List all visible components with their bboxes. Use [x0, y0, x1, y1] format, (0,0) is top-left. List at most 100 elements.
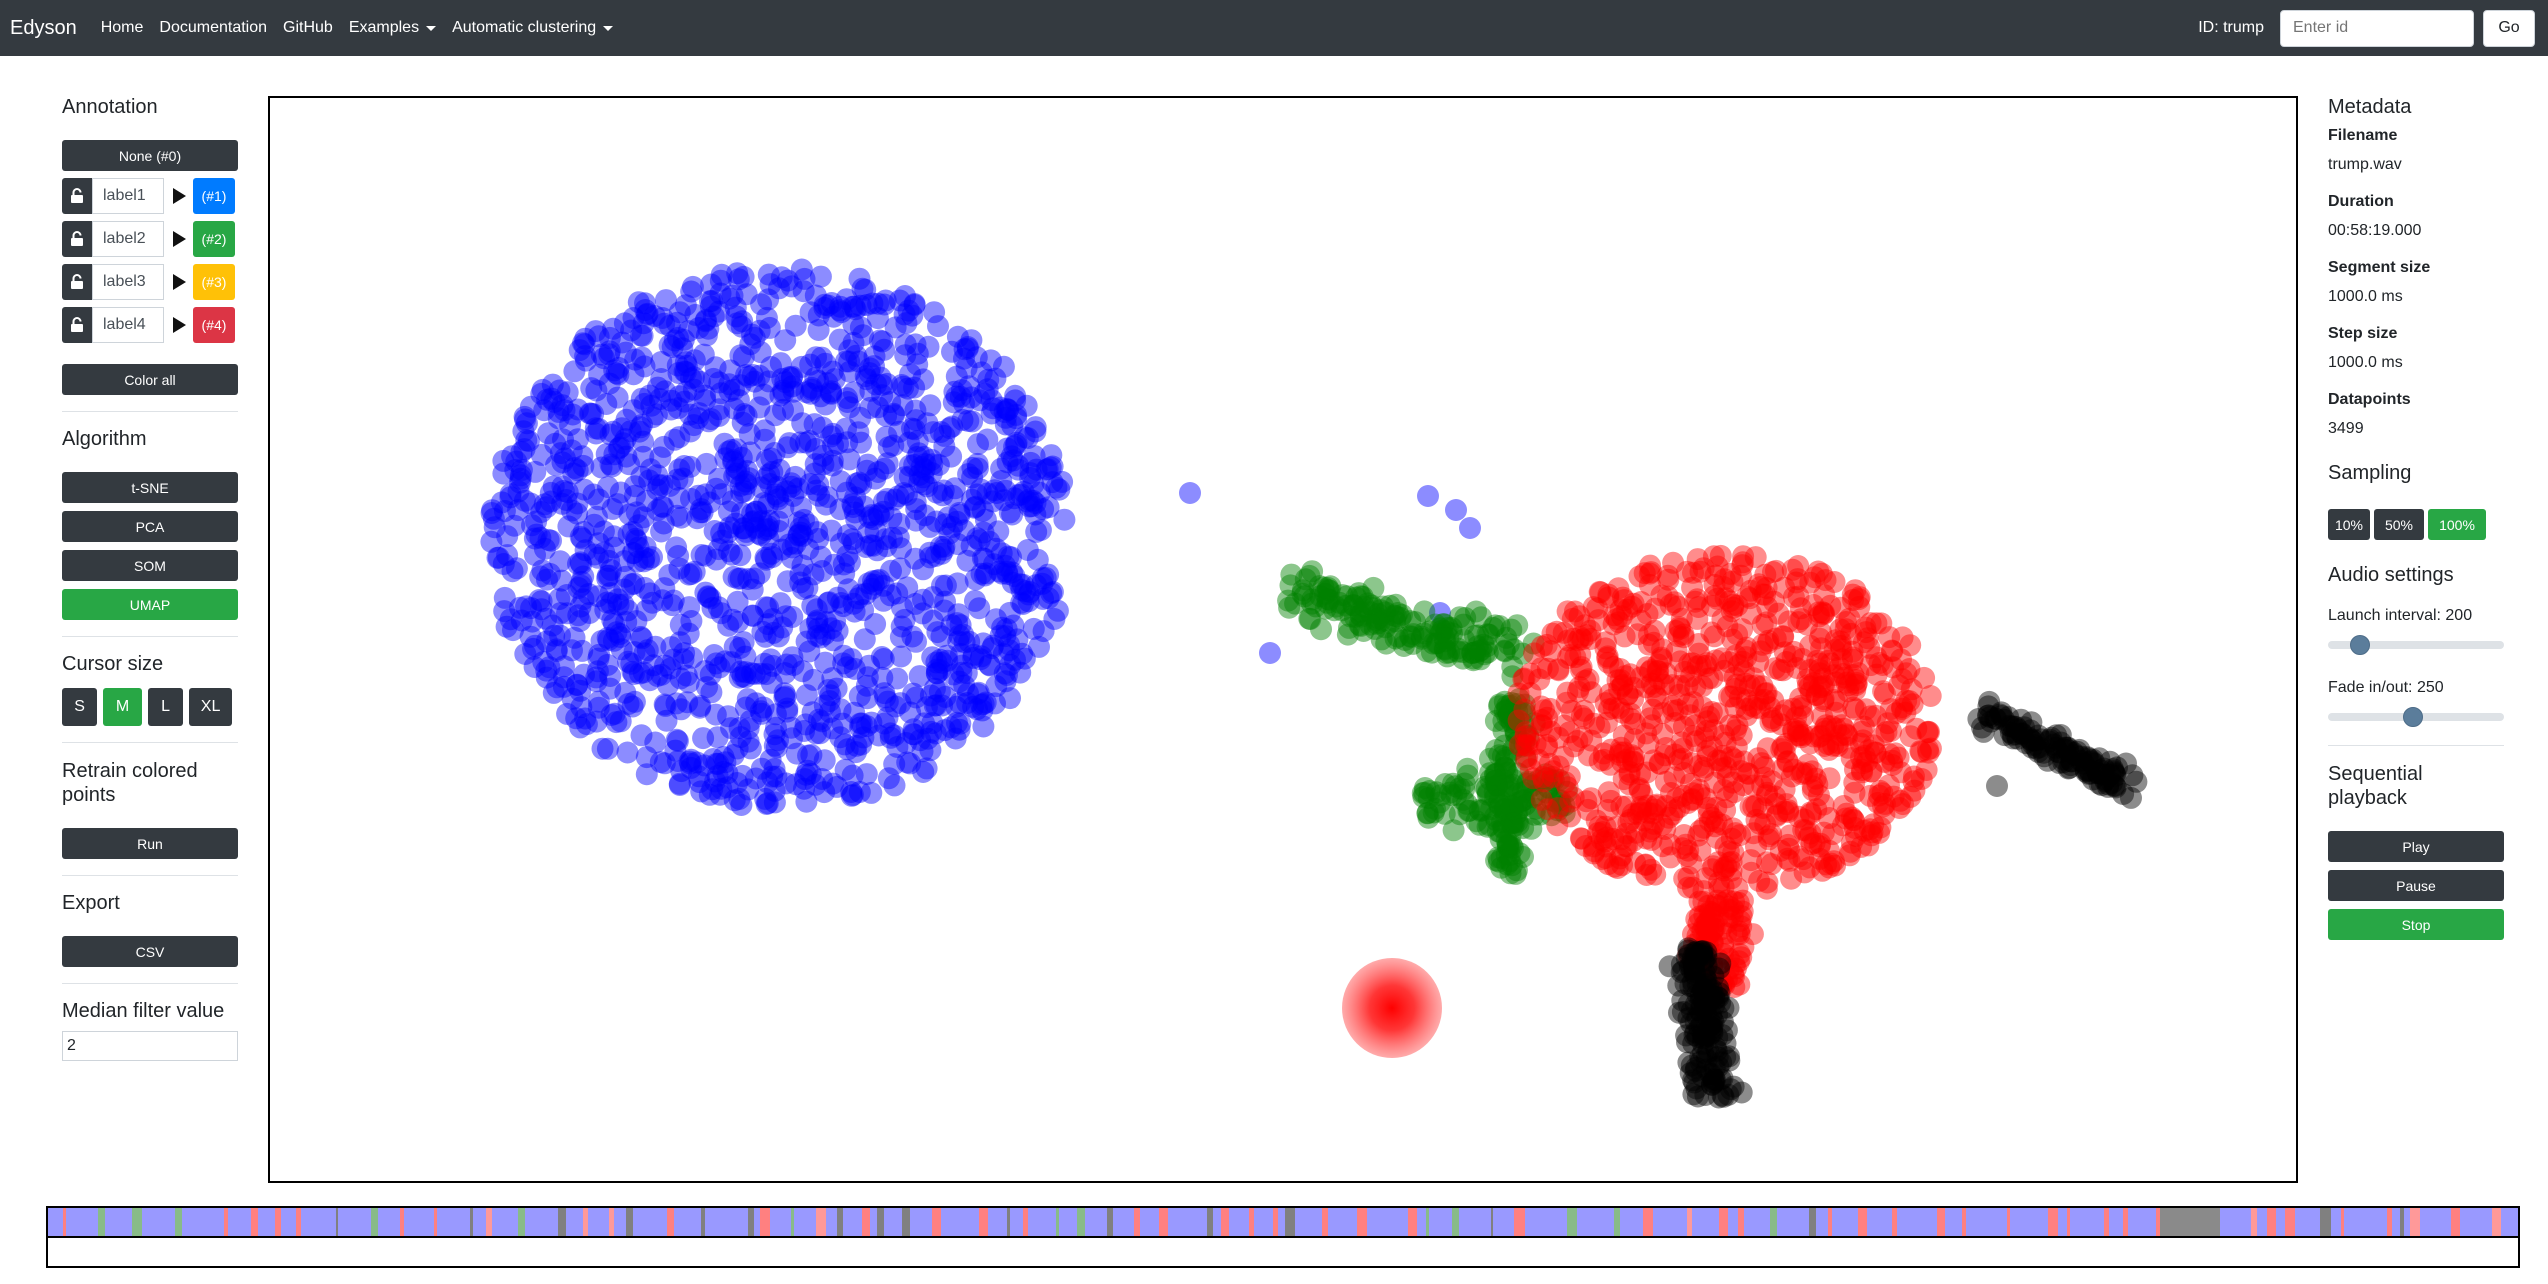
scatter-point: [2099, 750, 2121, 773]
pause-button[interactable]: Pause: [2328, 870, 2504, 901]
scatter-point: [1486, 820, 1509, 843]
scatter-point: [929, 659, 952, 682]
scatter-point: [1671, 989, 1694, 1012]
scatter-point: [668, 301, 691, 324]
label-4-button[interactable]: (#4): [193, 307, 235, 343]
unlock-button[interactable]: [62, 264, 92, 300]
cursor-size-l[interactable]: L: [148, 688, 184, 726]
scatter-plot[interactable]: [270, 98, 2296, 1181]
examples-dropdown[interactable]: Examples: [349, 19, 437, 37]
scatter-point: [1837, 674, 1860, 697]
scatter-point: [1667, 749, 1690, 772]
play-button[interactable]: Play: [2328, 831, 2504, 862]
scatter-point: [654, 654, 676, 677]
scatter-point: [490, 491, 513, 514]
nav-documentation[interactable]: Documentation: [159, 19, 268, 36]
play-label-icon[interactable]: [173, 188, 186, 204]
label-2-button[interactable]: (#2): [193, 221, 235, 257]
scatter-point: [978, 653, 1001, 676]
scatter-point: [556, 481, 579, 504]
fade-slider[interactable]: [2328, 707, 2504, 727]
unlock-button[interactable]: [62, 307, 92, 343]
scatter-point: [1314, 582, 1337, 605]
export-csv-button[interactable]: CSV: [62, 936, 238, 967]
cursor-size-s[interactable]: S: [62, 688, 98, 726]
fade-thumb[interactable]: [2402, 707, 2423, 727]
sampling-10-button[interactable]: 10%: [2328, 509, 2370, 540]
scatter-point: [635, 746, 658, 769]
cursor-size-xl[interactable]: XL: [189, 688, 232, 726]
sampling-50-button[interactable]: 50%: [2374, 509, 2424, 540]
scatter-point: [804, 367, 827, 390]
scatter-point: [697, 317, 720, 340]
scatter-point: [654, 380, 677, 403]
median-filter-input[interactable]: 2: [62, 1031, 238, 1061]
nav-github[interactable]: GitHub: [283, 19, 333, 36]
play-label-icon[interactable]: [173, 317, 186, 333]
scatter-point: [1343, 606, 1366, 628]
algorithm-som-button[interactable]: SOM: [62, 550, 238, 581]
scatter-point: [671, 467, 694, 490]
id-input[interactable]: [2280, 9, 2474, 47]
timeline-segment: [1452, 1208, 1459, 1236]
scatter-point: [1554, 771, 1577, 794]
scatter-point: [729, 344, 752, 367]
label-name-input[interactable]: label2: [92, 221, 164, 257]
algorithm-umap-button[interactable]: UMAP: [62, 589, 238, 620]
scatter-point: [676, 691, 699, 714]
scatter-point: [1503, 708, 1526, 731]
timeline-label-strip[interactable]: [48, 1208, 2518, 1238]
stop-button[interactable]: Stop: [2328, 909, 2504, 940]
scatter-canvas[interactable]: [268, 96, 2298, 1183]
scatter-point: [864, 613, 887, 635]
algorithm-pca-button[interactable]: PCA: [62, 511, 238, 542]
scatter-point: [832, 652, 855, 675]
label-name-input[interactable]: label4: [92, 307, 164, 343]
scatter-point: [1573, 707, 1596, 730]
scatter-point: [1690, 940, 1713, 963]
label-name-input[interactable]: label1: [92, 178, 164, 214]
scatter-point: [765, 716, 787, 739]
launch-interval-slider[interactable]: [2328, 635, 2504, 655]
label-name-input[interactable]: label3: [92, 264, 164, 300]
scatter-point: [1817, 733, 1840, 756]
timeline[interactable]: [46, 1206, 2520, 1268]
retrain-run-button[interactable]: Run: [62, 828, 238, 859]
unlock-button[interactable]: [62, 178, 92, 214]
scatter-point: [761, 608, 784, 631]
none-label-button[interactable]: None (#0): [62, 140, 238, 171]
scatter-point: [620, 652, 643, 675]
label-1-button[interactable]: (#1): [193, 178, 235, 214]
scatter-point: [561, 639, 583, 662]
automatic-clustering-dropdown[interactable]: Automatic clustering: [452, 19, 614, 37]
launch-interval-thumb[interactable]: [2349, 635, 2370, 655]
scatter-point: [1700, 987, 1723, 1010]
scatter-point: [1820, 852, 1843, 875]
scatter-point: [1602, 613, 1625, 636]
scatter-point: [872, 490, 895, 513]
play-label-icon[interactable]: [173, 274, 186, 290]
scatter-point: [2092, 757, 2115, 780]
scatter-point: [609, 710, 632, 733]
scatter-point: [782, 380, 805, 403]
scatter-point: [1390, 603, 1413, 626]
nav-home[interactable]: Home: [100, 19, 144, 36]
scatter-point: [971, 547, 994, 570]
go-button[interactable]: Go: [2483, 9, 2535, 47]
scatter-point: [683, 349, 706, 372]
scatter-point: [2011, 722, 2033, 745]
color-all-button[interactable]: Color all: [62, 364, 238, 395]
scatter-point: [1692, 950, 1715, 972]
scatter-point: [773, 686, 796, 709]
sampling-100-button[interactable]: 100%: [2428, 509, 2486, 540]
play-label-icon[interactable]: [173, 231, 186, 247]
brand-logo[interactable]: Edyson: [10, 16, 77, 39]
scatter-point: [1535, 781, 1558, 804]
algorithm-tsne-button[interactable]: t-SNE: [62, 472, 238, 503]
scatter-point: [1789, 687, 1812, 710]
unlock-button[interactable]: [62, 221, 92, 257]
label-3-button[interactable]: (#3): [193, 264, 235, 300]
cursor-size-m[interactable]: M: [103, 688, 143, 726]
scatter-point: [1509, 734, 1532, 756]
scatter-point: [1678, 943, 1701, 966]
